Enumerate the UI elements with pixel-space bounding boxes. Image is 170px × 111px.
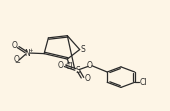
Text: Cl: Cl	[140, 78, 147, 87]
Text: O: O	[58, 61, 64, 70]
Text: −: −	[15, 60, 21, 66]
Text: O: O	[14, 56, 20, 64]
Text: O: O	[87, 61, 93, 70]
Text: O: O	[12, 41, 18, 50]
Text: O: O	[84, 74, 90, 83]
Text: N: N	[24, 49, 30, 58]
Text: S: S	[75, 66, 80, 75]
Text: S: S	[81, 45, 86, 54]
Text: Cl: Cl	[65, 62, 73, 71]
Text: +: +	[29, 48, 33, 53]
